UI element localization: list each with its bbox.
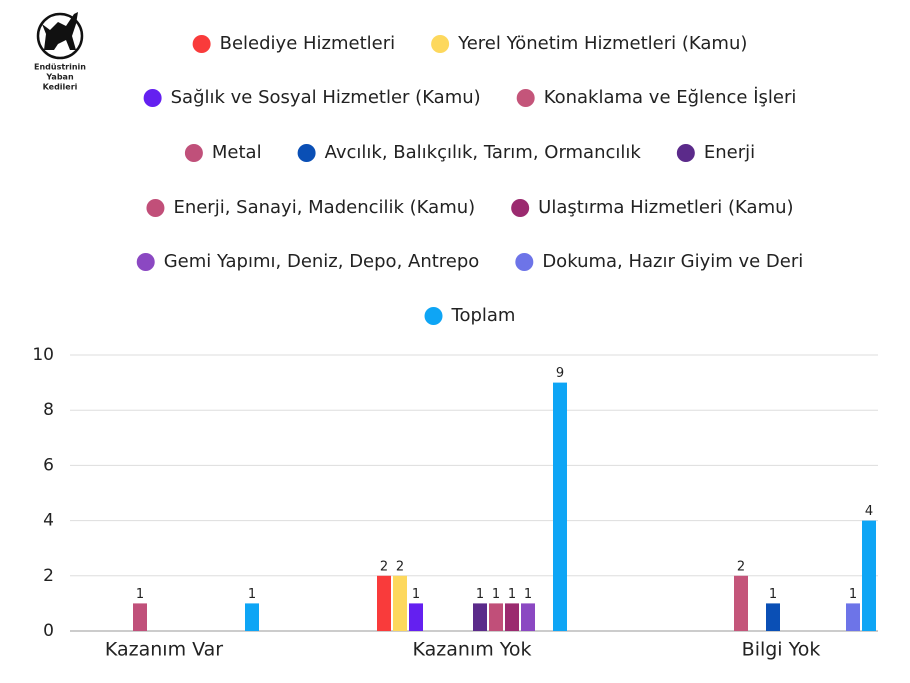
data-label: 1 [492,587,500,602]
legend-item: Gemi Yapımı, Deniz, Depo, Antrepo [136,251,480,272]
logo-circle [36,12,84,60]
logo-cat [42,12,78,50]
bar [734,575,748,631]
bar [553,382,567,631]
data-label: 1 [248,587,256,602]
data-label: 1 [412,587,420,602]
data-label: 1 [476,587,484,602]
legend-item: Belediye Hizmetleri [192,33,396,54]
data-label: 1 [136,587,144,602]
legend-label: Gemi Yapımı, Deniz, Depo, Antrepo [164,251,480,272]
bar [862,520,876,631]
bar [521,603,535,631]
bar [409,603,423,631]
legend-label: Enerji [704,142,755,163]
bar [505,603,519,631]
data-label: 2 [396,559,404,574]
x-tick-label: Bilgi Yok [742,639,821,661]
legend-swatch [297,144,316,162]
legend-swatch [136,253,155,271]
legend-label: Dokuma, Hazır Giyim ve Deri [542,251,803,272]
x-tick-label: Kazanım Yok [413,639,532,661]
legend-item: Ulaştırma Hizmetleri (Kamu) [511,197,794,218]
legend-item: Metal [184,142,262,163]
bar [846,603,860,631]
logo: Endüstrinin Yaban Kedileri [34,12,86,92]
legend-item: Konaklama ve Eğlence İşleri [516,87,797,108]
y-tick-label: 4 [43,511,54,531]
legend-swatch [424,307,443,325]
legend-label: Ulaştırma Hizmetleri (Kamu) [538,197,793,218]
bar [489,603,503,631]
x-tick-label: Kazanım Var [105,639,223,661]
bar [133,603,147,631]
legend-swatch [146,199,165,217]
legend-label: Enerji, Sanayi, Madencilik (Kamu) [173,197,475,218]
legend-swatch [192,35,211,53]
legend-label: Belediye Hizmetleri [220,33,396,54]
bar [473,603,487,631]
y-tick-label: 8 [43,400,54,420]
legend-item: Avcılık, Balıkçılık, Tarım, Ormancılık [297,142,642,163]
legend-label: Avcılık, Balıkçılık, Tarım, Ormancılık [325,142,642,163]
legend-swatch [184,144,203,162]
legend-item: Dokuma, Hazır Giyim ve Deri [515,251,803,272]
y-tick-label: 6 [43,455,54,475]
bar [245,603,259,631]
data-label: 2 [737,559,745,574]
y-tick-label: 2 [43,566,54,586]
y-tick-label: 0 [43,621,54,641]
legend-swatch [511,199,530,217]
data-label: 1 [769,587,777,602]
legend-label: Toplam [451,305,516,326]
legend-swatch [431,35,450,53]
legend-item: Enerji, Sanayi, Madencilik (Kamu) [146,197,475,218]
data-label: 1 [508,587,516,602]
legend-item: Enerji [676,142,755,163]
logo-text: Yaban [45,73,74,82]
legend-swatch [515,253,534,271]
bar [393,575,407,631]
data-label: 4 [865,504,873,519]
data-label: 9 [556,366,564,381]
legend-swatch [143,89,162,107]
legend-label: Yerel Yönetim Hizmetleri (Kamu) [457,33,747,54]
legend-item: Toplam [424,305,516,326]
data-label: 2 [380,559,388,574]
legend-item: Yerel Yönetim Hizmetleri (Kamu) [431,33,747,54]
legend-label: Sağlık ve Sosyal Hizmetler (Kamu) [171,87,481,108]
bar [766,603,780,631]
legend-swatch [676,144,695,162]
data-label: 1 [849,587,857,602]
legend-label: Konaklama ve Eğlence İşleri [544,87,797,108]
logo-text: Endüstrinin [34,63,86,72]
data-label: 1 [524,587,532,602]
bar [377,575,391,631]
y-tick-label: 10 [32,345,54,365]
legend-label: Metal [212,142,262,163]
logo-text: Kedileri [43,83,78,92]
legend-swatch [516,89,535,107]
legend-item: Sağlık ve Sosyal Hizmetler (Kamu) [143,87,481,108]
